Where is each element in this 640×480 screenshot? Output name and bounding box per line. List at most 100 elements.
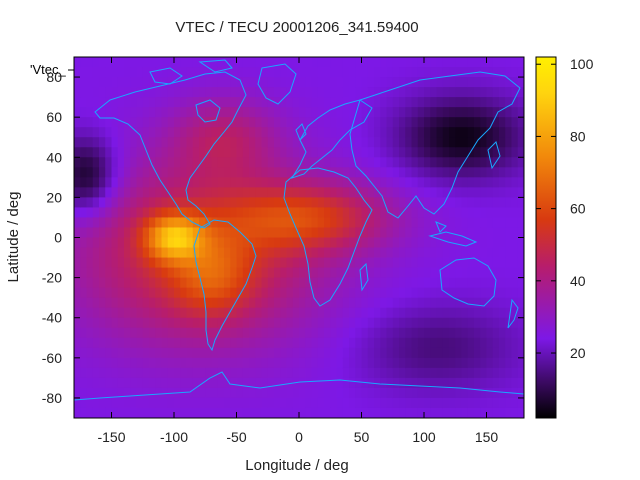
heatmap-cell [211,367,219,379]
heatmap-cell [324,307,331,319]
heatmap-cell [92,277,100,289]
heatmap-cell [380,267,388,279]
heatmap-cell [424,347,431,359]
heatmap-cell [486,247,494,259]
heatmap-cell [449,397,456,409]
heatmap-cell [399,237,406,249]
heatmap-cell [130,97,138,108]
heatmap-cell [192,177,200,188]
heatmap-cell [317,287,325,299]
heatmap-cell [199,337,206,349]
y-tick-label: 20 [46,189,62,205]
heatmap-cell [455,377,463,389]
heatmap-cell [330,297,338,309]
heatmap-cell [436,377,444,389]
heatmap-cell [267,357,275,369]
heatmap-cell [217,387,225,399]
heatmap-cell [467,247,475,259]
heatmap-cell [455,407,463,418]
heatmap-cell [374,317,381,329]
heatmap-cell [355,257,363,269]
heatmap-cell [374,217,381,229]
heatmap-cell [374,57,381,68]
heatmap-cell [467,367,475,379]
heatmap-cell [274,227,281,239]
heatmap-cell [405,57,413,68]
heatmap-cell [199,257,206,269]
heatmap-cell [355,97,363,108]
heatmap-cell [286,347,294,359]
heatmap-cell [442,307,450,319]
heatmap-cell [86,407,94,418]
heatmap-cell [111,57,119,68]
heatmap-cell [474,387,481,399]
heatmap-cell [167,277,175,289]
heatmap-cell [130,317,138,329]
heatmap-cell [367,147,375,158]
heatmap-cell [86,157,94,168]
heatmap-cell [111,347,119,359]
heatmap-cell [292,207,300,219]
heatmap-cell [386,97,394,108]
heatmap-cell [130,267,138,279]
heatmap-cell [205,177,213,188]
heatmap-cell [130,77,138,88]
heatmap-cell [111,327,119,339]
heatmap-cell [161,277,169,289]
x-tick-label: -150 [97,429,125,445]
heatmap-cell [411,317,419,329]
heatmap-cell [136,307,144,319]
heatmap-cell [211,107,219,118]
heatmap-cell [74,147,81,158]
heatmap-cell [130,397,138,409]
heatmap-cell [280,307,288,319]
heatmap-cell [105,337,113,349]
heatmap-cell [317,357,325,369]
heatmap-cell [461,67,469,78]
heatmap-cell [380,147,388,158]
heatmap-cell [192,97,200,108]
heatmap-cell [161,147,169,158]
heatmap-cell [174,257,181,269]
heatmap-cell [155,207,163,219]
heatmap-cell [86,347,94,359]
heatmap-cell [236,197,244,209]
heatmap-cell [92,397,100,409]
heatmap-cell [499,157,506,168]
heatmap-cell [249,137,256,148]
heatmap-cell [411,67,419,78]
heatmap-cell [455,167,463,178]
heatmap-cell [392,87,400,98]
heatmap-cell [111,297,119,309]
heatmap-cell [486,237,494,249]
heatmap-cell [324,217,331,229]
heatmap-cell [111,87,119,98]
heatmap-cell [380,387,388,399]
heatmap-cell [405,227,413,239]
heatmap-cell [324,327,331,339]
heatmap-cell [405,337,413,349]
heatmap-cell [399,147,406,158]
heatmap-cell [267,377,275,389]
heatmap-cell [367,137,375,148]
heatmap-cell [330,287,338,299]
heatmap-cell [311,107,319,118]
heatmap-cell [167,187,175,198]
heatmap-cell [274,87,281,98]
heatmap-cell [486,197,494,209]
heatmap-cell [192,327,200,339]
heatmap-cell [199,297,206,309]
heatmap-cell [267,137,275,148]
heatmap-cell [386,407,394,418]
heatmap-cell [199,277,206,289]
heatmap-cell [367,227,375,239]
heatmap-cell [211,377,219,389]
coast-arctic-islands [149,59,233,85]
heatmap-cell [349,277,356,289]
heatmap-cell [99,327,106,339]
heatmap-cell [517,357,524,369]
heatmap-cell [424,107,431,118]
heatmap-cell [142,377,150,389]
heatmap-cell [80,347,88,359]
heatmap-cell [130,367,138,379]
